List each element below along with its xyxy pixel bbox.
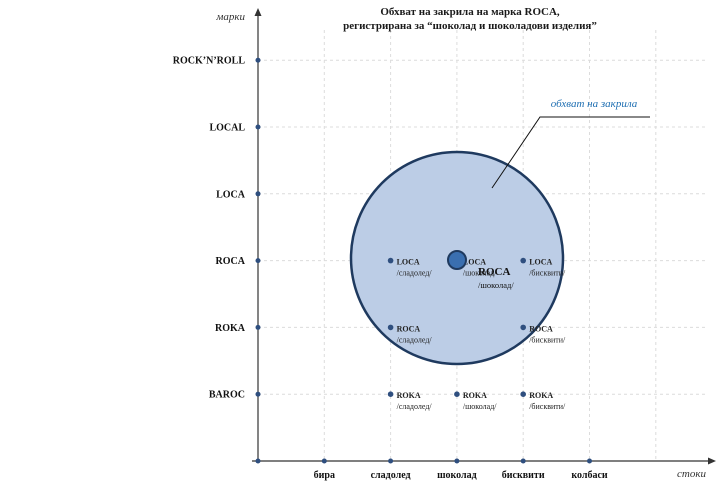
mark-point: ROCA/бисквити/: [520, 324, 566, 344]
y-axis-tick-dot: [255, 258, 261, 264]
mark-point-goods: /бисквити/: [529, 269, 566, 278]
callout-leader-line: [491, 116, 650, 189]
mark-point-dot: [387, 391, 394, 398]
y-axis-label: ROKA: [215, 323, 246, 334]
x-axis-tick-dot: [388, 458, 394, 464]
y-axis-label: BAROC: [209, 390, 245, 401]
mark-point-goods: /сладолед/: [397, 269, 433, 278]
x-axis-tick-dot: [454, 458, 460, 464]
mark-point: ROCA/сладолед/: [387, 324, 433, 344]
mark-point-name: LOCA: [463, 258, 486, 267]
mark-point-dot: [520, 257, 526, 264]
center-mark-goods: /шоколад/: [478, 280, 514, 290]
x-axis-arrow-icon: [708, 457, 716, 465]
mark-points: LOCA/сладолед/LOCA/шоколад/LOCA/бисквити…: [387, 257, 566, 411]
callout-label: обхват на закрила: [551, 98, 638, 110]
mark-point-dot: [520, 324, 526, 331]
title-line-1: Обхват на закрила на марка ROCA,: [380, 6, 560, 18]
mark-point-goods: /сладолед/: [397, 402, 433, 411]
x-axis-label: бира: [314, 470, 335, 481]
x-axis-label: сладолед: [371, 470, 411, 481]
mark-point-name: LOCA: [529, 258, 552, 267]
mark-point-goods: /шоколад/: [463, 402, 497, 411]
mark-point-dot: [387, 257, 394, 264]
mark-point-name: ROKA: [397, 391, 421, 400]
x-axis-label: бисквити: [502, 470, 545, 481]
y-axis-arrow-icon: [254, 8, 262, 16]
mark-point-name: ROKA: [463, 391, 487, 400]
mark-point: ROKA/сладолед/: [387, 391, 433, 411]
y-axis-title: марки: [215, 11, 245, 23]
x-axis-labels: бира сладолед шоколад бисквити колбаси: [314, 458, 608, 481]
y-axis-tick-dot: [255, 57, 261, 63]
mark-point-name: ROCA: [397, 324, 421, 333]
center-mark-dot: [447, 250, 467, 270]
axes: [252, 8, 716, 465]
mark-point-goods: /сладолед/: [397, 335, 433, 344]
mark-point-dot: [387, 324, 394, 331]
x-axis-title: стоки: [677, 468, 706, 480]
mark-point-dot: [454, 391, 460, 398]
y-axis-tick-dot: [255, 324, 261, 330]
title-line-2: регистрирана за “шоколад и шоколадови из…: [343, 20, 597, 32]
mark-point-name: LOCA: [397, 258, 420, 267]
y-axis-label: LOCAL: [209, 123, 245, 134]
x-axis-label: шоколад: [437, 470, 477, 481]
mark-point: ROKA/бисквити/: [520, 391, 566, 411]
y-axis-labels: BAROC ROKA ROCA LOCA LOCAL ROCK’N’ROLL: [173, 56, 261, 401]
center-mark-name: ROCA: [478, 266, 510, 278]
origin-dot: [255, 458, 261, 464]
y-axis-label: LOCA: [216, 189, 246, 200]
y-axis-tick-dot: [255, 191, 261, 197]
y-axis-tick-dot: [255, 124, 261, 130]
mark-point-name: ROKA: [529, 391, 553, 400]
x-axis-label: колбаси: [571, 470, 608, 481]
mark-point: ROKA/шоколад/: [454, 391, 497, 411]
mark-point-goods: /бисквити/: [529, 402, 566, 411]
x-axis-tick-dot: [587, 458, 592, 464]
callout: обхват на закрила: [491, 98, 650, 189]
y-axis-label: ROCA: [216, 256, 246, 267]
mark-point-goods: /бисквити/: [529, 335, 566, 344]
y-axis-label: ROCK’N’ROLL: [173, 56, 246, 67]
x-axis-tick-dot: [520, 458, 526, 464]
y-axis-tick-dot: [255, 391, 261, 397]
mark-point-goods: /шоколад/: [463, 269, 497, 278]
mark-point-dot: [520, 391, 526, 398]
mark-point-name: ROCA: [529, 324, 553, 333]
center-mark: ROCA /шоколад/: [447, 250, 514, 290]
mark-point: LOCA/бисквити/: [520, 258, 566, 278]
mark-point: LOCA/сладолед/: [387, 257, 433, 278]
x-axis-tick-dot: [321, 458, 327, 464]
